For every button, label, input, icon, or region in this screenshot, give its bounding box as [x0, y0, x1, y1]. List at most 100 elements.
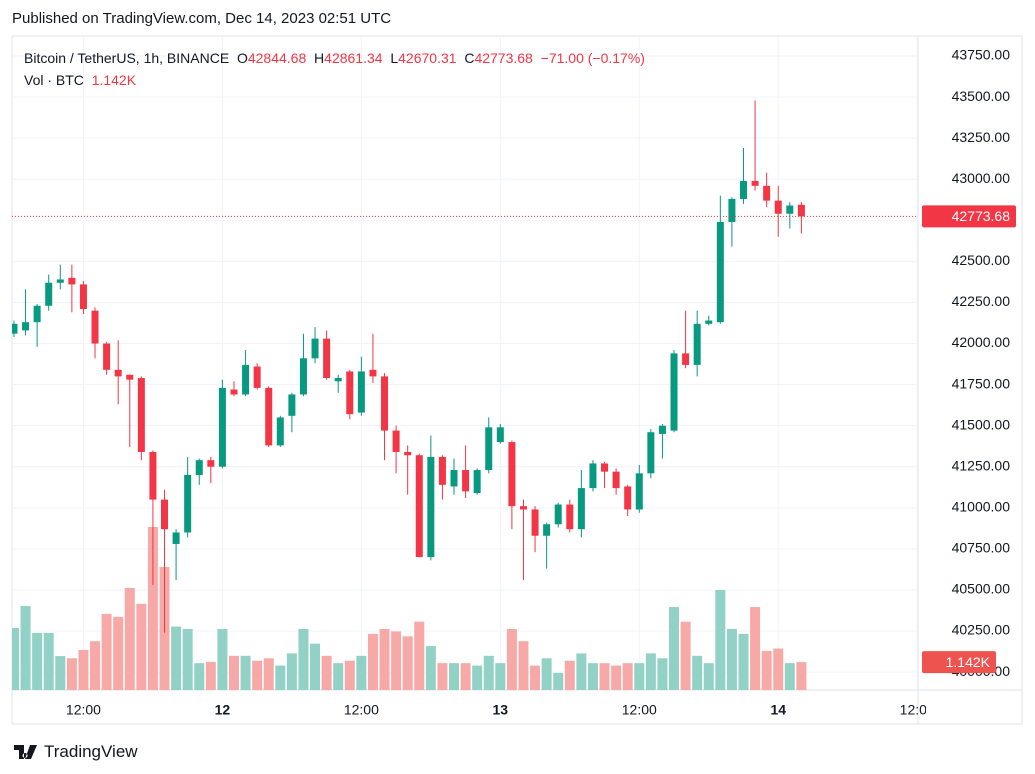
candle-body	[728, 198, 736, 222]
volume-bar	[680, 621, 691, 690]
volume-bar	[402, 636, 413, 690]
candle-body	[496, 427, 504, 443]
y-tick-label: 41000.00	[952, 499, 1011, 515]
candle-body	[56, 279, 64, 283]
volume-bar	[275, 665, 286, 690]
candle-body	[218, 387, 226, 467]
volume-bar	[101, 613, 112, 690]
l-value: 42670.31	[398, 50, 457, 66]
y-tick-label: 42250.00	[952, 293, 1011, 309]
candle-body	[647, 432, 655, 474]
volume-bar	[703, 663, 714, 690]
x-tick-label: 12:00	[344, 702, 379, 718]
x-tick-label: 12	[215, 702, 231, 718]
volume-bar	[217, 628, 228, 690]
candle-body	[670, 353, 678, 431]
candle-body	[33, 305, 41, 323]
y-tick-label: 40750.00	[952, 540, 1011, 556]
volume-bar	[437, 663, 448, 690]
candle-body	[68, 277, 76, 285]
volume-bar	[136, 603, 147, 690]
volume-bar	[715, 589, 726, 690]
y-tick-label: 43000.00	[952, 170, 1011, 186]
last-price-text: 42773.68	[952, 208, 1011, 224]
x-tick-label: 12:00	[66, 702, 101, 718]
volume-bar	[12, 628, 19, 690]
candle-body	[473, 470, 481, 494]
candle-body	[265, 387, 273, 446]
c-value: 42773.68	[474, 50, 533, 66]
volume-bar	[20, 606, 31, 690]
y-tick-label: 41250.00	[952, 457, 1011, 473]
volume-bar	[228, 655, 239, 690]
tradingview-logo	[14, 745, 37, 759]
candle-body	[797, 204, 805, 217]
volume-bar	[321, 655, 332, 690]
candle-body	[554, 504, 562, 525]
footer-brand: TradingView	[44, 742, 138, 761]
volume-bar	[506, 628, 517, 690]
candle-body	[635, 473, 643, 510]
candle-body	[45, 282, 53, 306]
volume-bar	[367, 633, 378, 690]
volume-bar	[750, 607, 761, 690]
candle-body	[658, 425, 666, 434]
candle-body	[126, 374, 134, 380]
volume-bar	[240, 655, 251, 690]
candle-body	[612, 471, 620, 489]
h-label: H	[314, 50, 325, 66]
symbol: Bitcoin / TetherUS, 1h, BINANCE	[24, 50, 230, 66]
y-tick-label: 41750.00	[952, 375, 1011, 391]
candle-body	[485, 427, 493, 471]
candle-body	[566, 504, 574, 530]
y-tick-label: 43750.00	[952, 47, 1011, 63]
candle-body	[334, 378, 342, 382]
candle-body	[299, 358, 307, 395]
volume-bar	[263, 658, 274, 690]
legend: Bitcoin / TetherUS, 1h, BINANCE O42844.6…	[24, 47, 645, 91]
volume-bar	[113, 616, 124, 690]
volume-bar	[32, 632, 43, 690]
o-label: O	[236, 50, 248, 66]
candle-body	[415, 455, 423, 558]
volume-bar	[43, 632, 54, 690]
x-tick-label: 13	[493, 702, 509, 718]
y-tick-label: 40250.00	[952, 622, 1011, 638]
volume-bar	[182, 628, 193, 690]
volume-bar	[425, 646, 436, 690]
volume-bar	[252, 660, 263, 690]
volume-bar	[796, 662, 807, 690]
volume-bar	[356, 655, 367, 690]
volume-bar	[669, 607, 680, 690]
candle-body	[438, 456, 446, 485]
volume-bar	[333, 663, 344, 690]
candle-body	[786, 205, 794, 214]
candle-body	[774, 200, 782, 214]
volume-bar	[391, 631, 402, 690]
candle-body	[392, 430, 400, 452]
change: −71.00 (−0.17%)	[540, 50, 645, 66]
candle-body	[161, 499, 169, 530]
l-label: L	[390, 50, 399, 66]
volume-tag	[922, 651, 996, 674]
volume-bar	[414, 621, 425, 690]
candle-body	[404, 451, 412, 456]
ohlc-line: Bitcoin / TetherUS, 1h, BINANCE O42844.6…	[24, 47, 645, 69]
volume-bar	[472, 665, 483, 690]
volume-bar	[634, 663, 645, 690]
candle-body	[346, 371, 354, 415]
candle-body	[253, 366, 261, 388]
volume-bar	[460, 663, 471, 690]
candle-body	[751, 180, 759, 186]
volume-bar	[286, 653, 297, 690]
candle-body	[705, 320, 713, 324]
candle-body	[589, 463, 597, 489]
candle-body	[91, 310, 99, 344]
volume-value: 1.142K	[91, 72, 137, 88]
candle-body	[242, 364, 250, 395]
volume-bar	[564, 660, 575, 690]
frame	[11, 35, 1023, 725]
candle-body	[739, 180, 747, 199]
volume-bar	[530, 665, 541, 690]
